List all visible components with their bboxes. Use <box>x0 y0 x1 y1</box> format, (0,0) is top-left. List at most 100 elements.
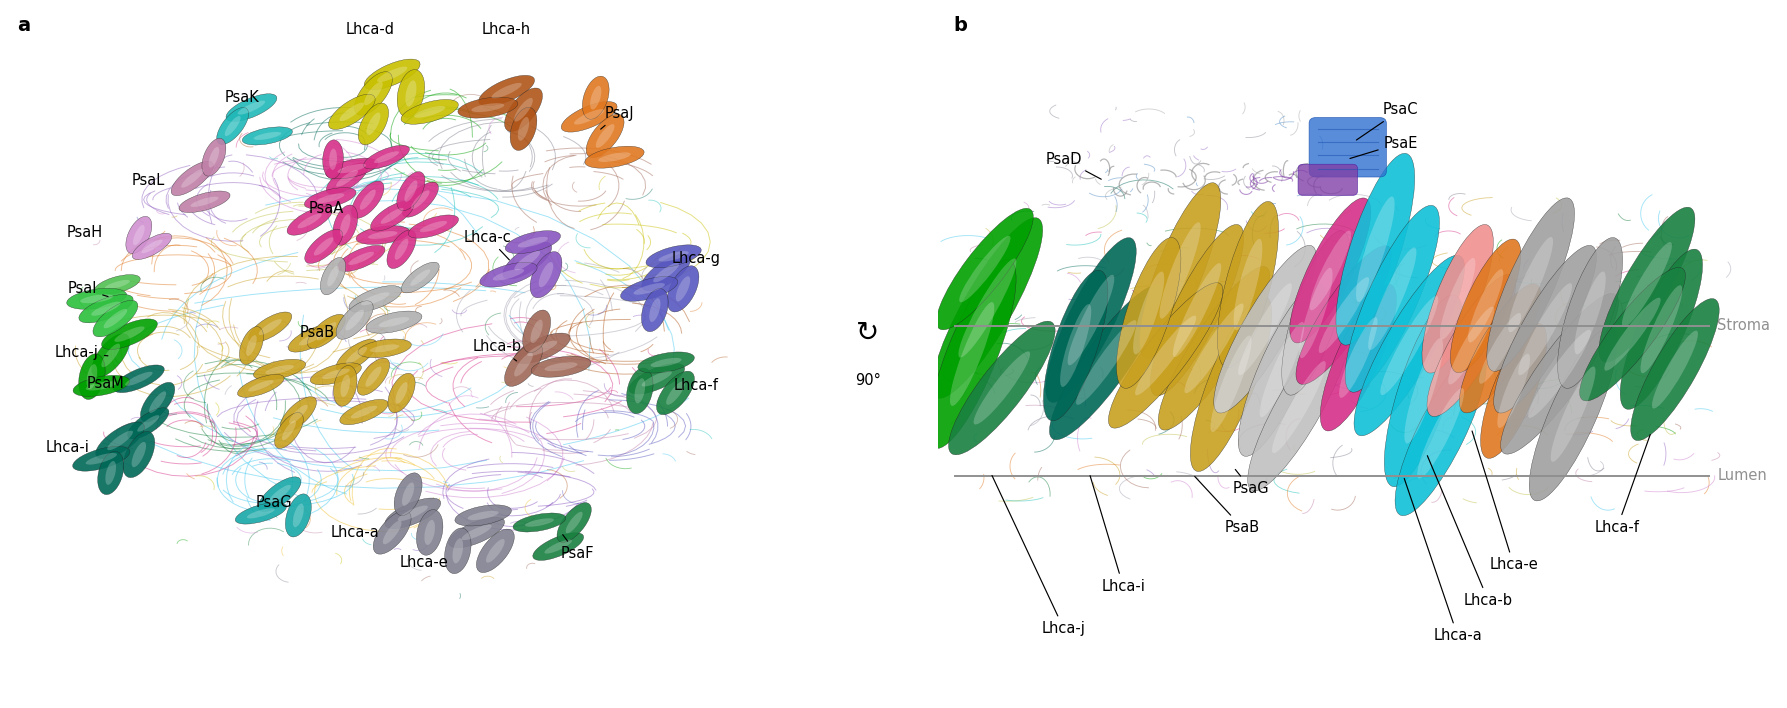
Ellipse shape <box>381 208 404 224</box>
Ellipse shape <box>86 382 116 390</box>
Ellipse shape <box>86 364 96 389</box>
Ellipse shape <box>225 116 241 136</box>
Ellipse shape <box>1067 275 1115 365</box>
Ellipse shape <box>172 161 213 195</box>
Ellipse shape <box>286 494 311 537</box>
Ellipse shape <box>1480 313 1521 384</box>
Ellipse shape <box>461 525 491 540</box>
Ellipse shape <box>658 251 688 261</box>
Ellipse shape <box>645 245 701 268</box>
Ellipse shape <box>518 117 529 141</box>
Ellipse shape <box>323 140 343 178</box>
Ellipse shape <box>366 113 381 135</box>
Text: PsaC: PsaC <box>1356 102 1419 140</box>
Ellipse shape <box>357 103 388 144</box>
Ellipse shape <box>254 359 306 380</box>
Ellipse shape <box>627 368 652 413</box>
Ellipse shape <box>1605 297 1660 371</box>
Ellipse shape <box>629 363 684 394</box>
Ellipse shape <box>397 171 425 211</box>
Text: PsaB: PsaB <box>1196 476 1260 535</box>
Ellipse shape <box>566 512 583 533</box>
Ellipse shape <box>327 266 340 286</box>
Ellipse shape <box>402 182 438 217</box>
Ellipse shape <box>141 239 163 253</box>
Ellipse shape <box>247 335 257 356</box>
Ellipse shape <box>336 339 377 372</box>
Ellipse shape <box>1233 239 1262 331</box>
Ellipse shape <box>370 344 399 353</box>
Ellipse shape <box>595 124 615 148</box>
Ellipse shape <box>268 485 291 503</box>
Ellipse shape <box>1281 231 1349 395</box>
Ellipse shape <box>79 295 134 323</box>
Ellipse shape <box>561 101 617 132</box>
Text: Lhca-b: Lhca-b <box>1428 456 1514 608</box>
Text: ↻: ↻ <box>856 319 879 347</box>
Ellipse shape <box>518 237 549 247</box>
Ellipse shape <box>1623 242 1673 327</box>
Ellipse shape <box>545 539 572 554</box>
Text: PsaA: PsaA <box>309 201 345 217</box>
Text: PsaG: PsaG <box>1233 469 1269 496</box>
Ellipse shape <box>1380 296 1439 395</box>
Ellipse shape <box>248 380 273 392</box>
Ellipse shape <box>125 217 152 253</box>
Ellipse shape <box>322 369 350 379</box>
Text: Lhca-d: Lhca-d <box>347 22 395 38</box>
Ellipse shape <box>642 289 668 331</box>
Ellipse shape <box>306 229 343 263</box>
Ellipse shape <box>515 251 540 270</box>
Ellipse shape <box>336 301 373 339</box>
Ellipse shape <box>1117 238 1181 388</box>
Ellipse shape <box>1238 282 1326 457</box>
Ellipse shape <box>148 392 166 413</box>
Ellipse shape <box>138 415 159 432</box>
Text: Lhca-b: Lhca-b <box>474 339 522 361</box>
Ellipse shape <box>66 288 127 309</box>
Ellipse shape <box>974 351 1029 425</box>
Ellipse shape <box>132 225 145 245</box>
Ellipse shape <box>1049 285 1163 440</box>
Text: Lumen: Lumen <box>1717 468 1767 484</box>
Ellipse shape <box>388 373 415 413</box>
Ellipse shape <box>509 108 536 150</box>
Text: Lhca-j: Lhca-j <box>992 476 1086 636</box>
Ellipse shape <box>86 453 116 464</box>
Ellipse shape <box>493 269 524 280</box>
Ellipse shape <box>1494 246 1596 413</box>
Ellipse shape <box>634 283 665 295</box>
Ellipse shape <box>307 314 345 348</box>
Ellipse shape <box>357 339 411 358</box>
Ellipse shape <box>1440 258 1476 340</box>
Ellipse shape <box>1160 222 1201 319</box>
Ellipse shape <box>336 170 357 187</box>
Ellipse shape <box>1060 304 1092 387</box>
Ellipse shape <box>1621 249 1703 409</box>
Ellipse shape <box>527 341 558 356</box>
Ellipse shape <box>1133 272 1165 354</box>
Ellipse shape <box>642 254 690 291</box>
Ellipse shape <box>368 231 397 239</box>
Ellipse shape <box>254 132 281 140</box>
Ellipse shape <box>345 309 365 331</box>
Ellipse shape <box>236 503 286 524</box>
FancyBboxPatch shape <box>1310 118 1387 177</box>
Ellipse shape <box>102 319 157 350</box>
Ellipse shape <box>1356 197 1394 302</box>
Ellipse shape <box>1451 239 1521 372</box>
Ellipse shape <box>288 325 334 352</box>
Ellipse shape <box>225 93 277 122</box>
Ellipse shape <box>586 114 624 158</box>
Ellipse shape <box>1337 154 1415 345</box>
Ellipse shape <box>293 503 304 527</box>
Ellipse shape <box>73 375 130 396</box>
Ellipse shape <box>105 280 130 290</box>
Ellipse shape <box>395 239 409 260</box>
Ellipse shape <box>365 367 381 387</box>
Ellipse shape <box>486 539 504 563</box>
Ellipse shape <box>1501 294 1619 454</box>
Ellipse shape <box>1044 270 1108 421</box>
Ellipse shape <box>1321 284 1396 431</box>
Ellipse shape <box>373 152 399 163</box>
